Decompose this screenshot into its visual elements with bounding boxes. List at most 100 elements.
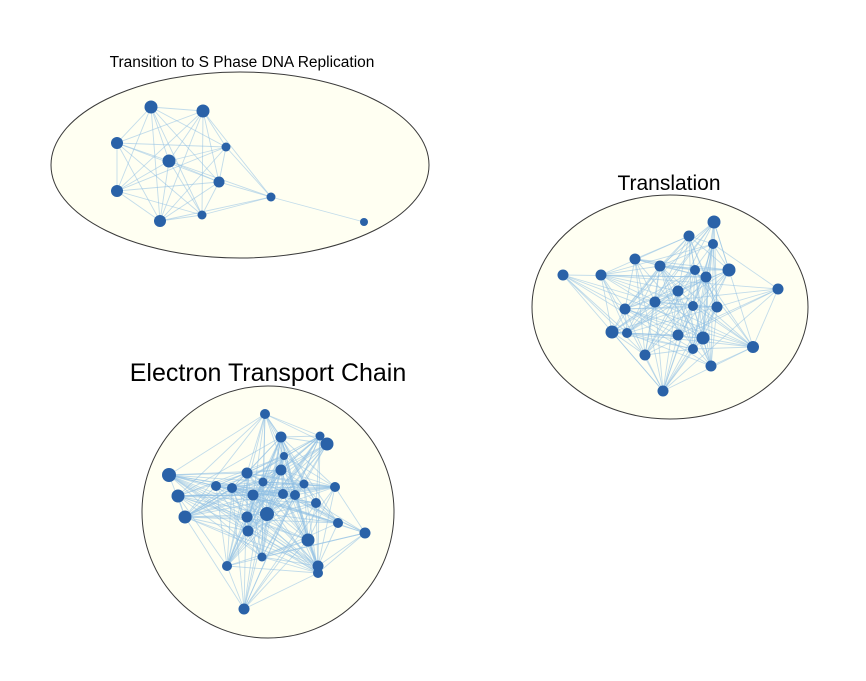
cluster-title: Electron Transport Chain (130, 359, 407, 387)
network-edge (218, 146, 227, 183)
network-edge (713, 221, 754, 348)
network-node (213, 176, 225, 188)
network-node (275, 431, 287, 443)
network-edge (626, 290, 679, 334)
network-node (629, 253, 641, 265)
network-edge (150, 106, 220, 183)
cluster-s-phase: Transition to S Phase DNA Replication (50, 54, 430, 259)
network-edge (611, 331, 754, 348)
network-node (672, 329, 684, 341)
network-node (241, 511, 253, 523)
network-node (711, 301, 723, 313)
network-edge (184, 516, 319, 574)
network-edge (226, 516, 248, 567)
network-edge (252, 494, 319, 567)
network-edge (562, 274, 628, 334)
network-node (696, 331, 710, 345)
network-edge (562, 274, 646, 356)
network-node (320, 437, 334, 451)
network-edge (177, 495, 317, 504)
network-edge (710, 306, 718, 367)
network-node (605, 325, 619, 339)
network-node (619, 303, 631, 315)
network-node (241, 467, 253, 479)
network-node (654, 260, 666, 272)
network-node (144, 100, 158, 114)
network-edge (600, 274, 779, 290)
network-node (622, 328, 632, 338)
network-edge (624, 308, 694, 350)
network-edge (226, 565, 319, 574)
network-node (705, 360, 717, 372)
cluster-nodes (111, 100, 368, 227)
network-edge (116, 146, 227, 192)
network-edge (226, 494, 296, 567)
network-edge (184, 516, 249, 532)
network-edge (116, 142, 227, 148)
network-edge (644, 348, 694, 356)
network-edge (184, 443, 328, 518)
network-edge (261, 556, 319, 574)
network-edge (611, 265, 661, 333)
network-node (360, 218, 368, 226)
network-node (359, 527, 371, 539)
network-node (266, 192, 276, 202)
network-edge (168, 110, 204, 162)
network-edge (626, 276, 707, 334)
network-edge (261, 556, 319, 567)
network-node (330, 482, 340, 492)
network-node (238, 603, 250, 615)
network-node (257, 552, 267, 562)
network-node (311, 498, 321, 508)
network-edge (317, 532, 366, 567)
network-edge (116, 160, 170, 192)
network-edge (654, 221, 715, 303)
network-edge (261, 522, 339, 558)
network-edge (644, 354, 664, 392)
network-edge (624, 306, 718, 310)
network-edge (252, 483, 305, 496)
network-edge (116, 110, 204, 144)
network-edge (243, 572, 319, 610)
network-edge (283, 455, 336, 488)
network-node (171, 489, 185, 503)
network-node (657, 385, 669, 397)
network-edge (246, 516, 309, 541)
network-edge (226, 565, 245, 610)
network-edge (168, 160, 203, 216)
network-node (557, 269, 569, 281)
network-node (313, 568, 323, 578)
network-edge (226, 494, 254, 567)
network-edge (184, 481, 264, 518)
network-edge (246, 413, 266, 474)
network-edge (261, 513, 268, 558)
network-edge (159, 196, 272, 222)
network-node (688, 344, 698, 354)
network-edge (184, 513, 268, 518)
network-edge (600, 274, 628, 334)
network-edge (611, 290, 679, 333)
network-edge (280, 469, 336, 488)
network-edge (270, 196, 365, 223)
cluster-edges (562, 221, 779, 392)
network-edge (215, 485, 263, 558)
network-edge (177, 494, 296, 497)
network-edge (702, 337, 754, 348)
network-edge (246, 516, 319, 567)
network-edge (177, 495, 263, 558)
network-edge (184, 516, 339, 524)
network-node (672, 285, 684, 297)
network-edge (266, 513, 339, 524)
network-edge (201, 181, 220, 216)
network-edge (202, 110, 272, 198)
network-edge (317, 486, 336, 567)
network-edge (626, 306, 718, 334)
network-node (772, 283, 784, 295)
network-edge (168, 469, 282, 476)
network-edge (201, 196, 272, 216)
network-edge (315, 502, 366, 534)
network-edge (600, 265, 661, 276)
network-node (639, 349, 651, 361)
network-node (290, 490, 300, 500)
network-edge (243, 486, 336, 610)
